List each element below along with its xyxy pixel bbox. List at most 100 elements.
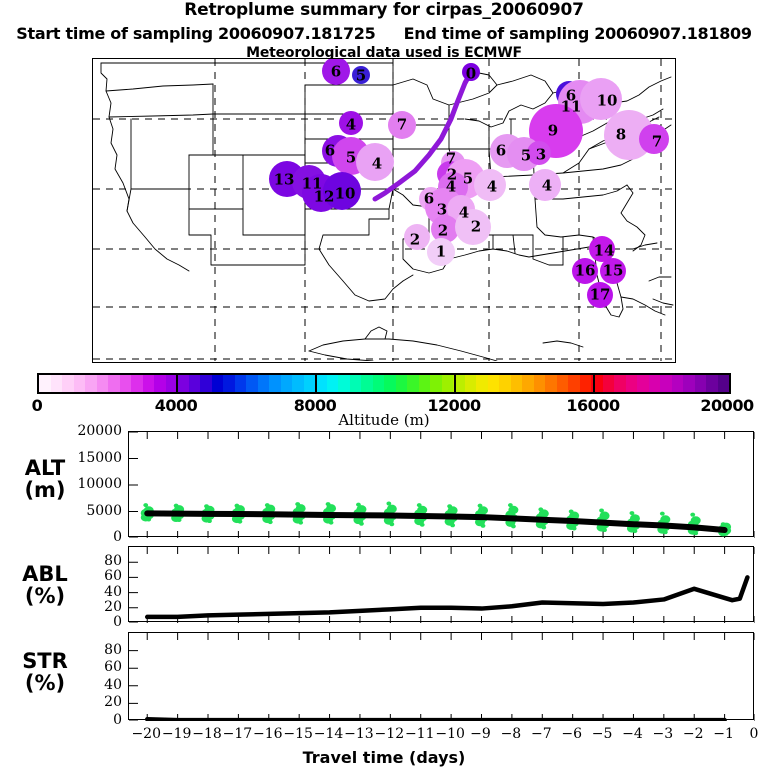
plume-blob <box>404 224 430 250</box>
plume-blob-label: 1 <box>435 242 447 261</box>
alt-ytick: 15000 <box>77 449 122 466</box>
plume-blob-label: 6 <box>324 141 336 160</box>
alt-scatter-point <box>510 524 516 529</box>
colorbar-swatch-55 <box>671 375 683 392</box>
colorbar-swatch-24 <box>315 375 327 392</box>
x-tick-label: −9 <box>470 726 491 742</box>
abl-ytick: 60 <box>104 568 122 585</box>
colorbar-swatch-17 <box>234 375 246 392</box>
colorbar-swatch-10 <box>154 375 166 392</box>
alt-scatter-point <box>146 517 152 522</box>
plume-blob-label: 17 <box>589 285 611 304</box>
alt-scatter-point <box>419 522 425 527</box>
alt-scatter-point <box>143 503 149 508</box>
plume-blob-label: 6 <box>565 86 577 105</box>
alt-scatter-point <box>659 511 665 516</box>
colorbar-title: Altitude (m) <box>338 411 430 429</box>
colorbar-swatch-28 <box>361 375 373 392</box>
colorbar-swatch-38 <box>476 375 488 392</box>
colorbar-swatch-6 <box>108 375 120 392</box>
end-time-label: End time of sampling 20060907.181809 <box>403 24 752 43</box>
alt-scatter-point <box>176 517 182 522</box>
alt-scatter-point <box>599 508 604 513</box>
colorbar-swatch-19 <box>257 375 269 392</box>
plume-blob <box>527 141 551 165</box>
colorbar-swatch-39 <box>487 375 499 392</box>
plume-blob-label: 5 <box>462 169 474 188</box>
colorbar-swatch-43 <box>533 375 545 392</box>
colorbar-swatch-51 <box>625 375 637 392</box>
retroplume-map[interactable]: 0566111012479876546531213111210725444634… <box>92 58 676 363</box>
plume-blob <box>587 282 613 308</box>
colorbar-swatch-15 <box>211 375 223 392</box>
plume-blob-label: 10 <box>596 91 618 110</box>
plume-blob-label: 11 <box>301 174 323 193</box>
alt-ytick: 5000 <box>86 502 122 519</box>
plume-blob-label: 14 <box>593 241 615 260</box>
str-ytick: 0 <box>113 712 122 728</box>
colorbar-divider <box>593 373 595 394</box>
x-tick-label: −5 <box>591 726 613 742</box>
plume-blob-label: 10 <box>334 184 356 203</box>
colorbar-swatch-58 <box>706 375 718 392</box>
colorbar-swatch-53 <box>648 375 660 392</box>
colorbar-swatch-12 <box>177 375 189 392</box>
colorbar-swatch-14 <box>200 375 212 392</box>
x-tick-label: −14 <box>313 726 344 742</box>
abl-series-line <box>144 575 750 620</box>
colorbar-swatch-26 <box>338 375 350 392</box>
alt-scatter-point <box>237 519 243 524</box>
plume-blob <box>572 258 598 284</box>
alt-scatter-point <box>632 529 638 534</box>
plume-blob-label: 5 <box>355 66 367 85</box>
start-time-label: Start time of sampling 20060907.181725 <box>16 24 376 43</box>
colorbar-swatch-47 <box>579 375 591 392</box>
alt-scatter-point <box>386 501 392 506</box>
plume-blob <box>388 111 416 139</box>
plume-blob-label: 3 <box>436 200 448 219</box>
colorbar-swatch-4 <box>85 375 97 392</box>
alt-ytick: 10000 <box>77 476 122 492</box>
abl-ytick: 80 <box>104 553 122 570</box>
colorbar-swatch-29 <box>372 375 384 392</box>
plume-blob <box>529 169 561 201</box>
plume-blob-label: 11 <box>560 97 582 116</box>
plume-blob-label: 5 <box>345 148 357 167</box>
plume-blob <box>427 238 455 266</box>
sampling-times-row: Start time of sampling 20060907.181725 E… <box>0 24 768 44</box>
plume-blob-label: 6 <box>495 141 507 160</box>
colorbar-swatch-13 <box>188 375 200 392</box>
plume-blob-label: 7 <box>396 115 408 134</box>
str-panel-title: STR (%) <box>22 649 68 695</box>
x-tick-label: −12 <box>374 726 405 742</box>
plume-blob-label: 6 <box>423 189 435 208</box>
plume-blob-label: 5 <box>520 146 532 165</box>
colorbar-swatch-1 <box>50 375 62 392</box>
plume-blob-label: 6 <box>330 62 342 81</box>
plume-blob <box>339 111 363 135</box>
x-tick-label: −8 <box>500 726 522 742</box>
page-title: Retroplume summary for cirpas_20060907 <box>184 0 584 20</box>
x-tick-label: −11 <box>404 726 435 742</box>
plume-blob-label: 4 <box>445 177 457 196</box>
plume-blob-label: 8 <box>615 125 627 144</box>
plume-blob <box>455 209 491 245</box>
x-axis-title: Travel time (days) <box>302 748 466 767</box>
x-tick-label: −13 <box>344 726 374 742</box>
colorbar[interactable] <box>37 373 731 394</box>
plume-blob-label: 4 <box>458 203 470 222</box>
alt-scatter-point <box>267 520 273 525</box>
x-tick-label: −10 <box>435 726 465 742</box>
str-panel[interactable] <box>128 632 755 721</box>
alt-scatter-point <box>450 523 456 528</box>
abl-panel[interactable] <box>128 546 755 623</box>
plume-blob <box>474 169 506 201</box>
colorbar-swatch-18 <box>246 375 258 392</box>
alt-panel[interactable] <box>128 431 755 538</box>
x-tick-label: −18 <box>192 726 222 742</box>
colorbar-swatch-50 <box>614 375 626 392</box>
alt-scatter-point <box>328 520 334 525</box>
plume-blob-label: 16 <box>574 261 596 280</box>
plume-blob-label: 2 <box>446 165 458 184</box>
alt-scatter-point <box>389 522 395 527</box>
